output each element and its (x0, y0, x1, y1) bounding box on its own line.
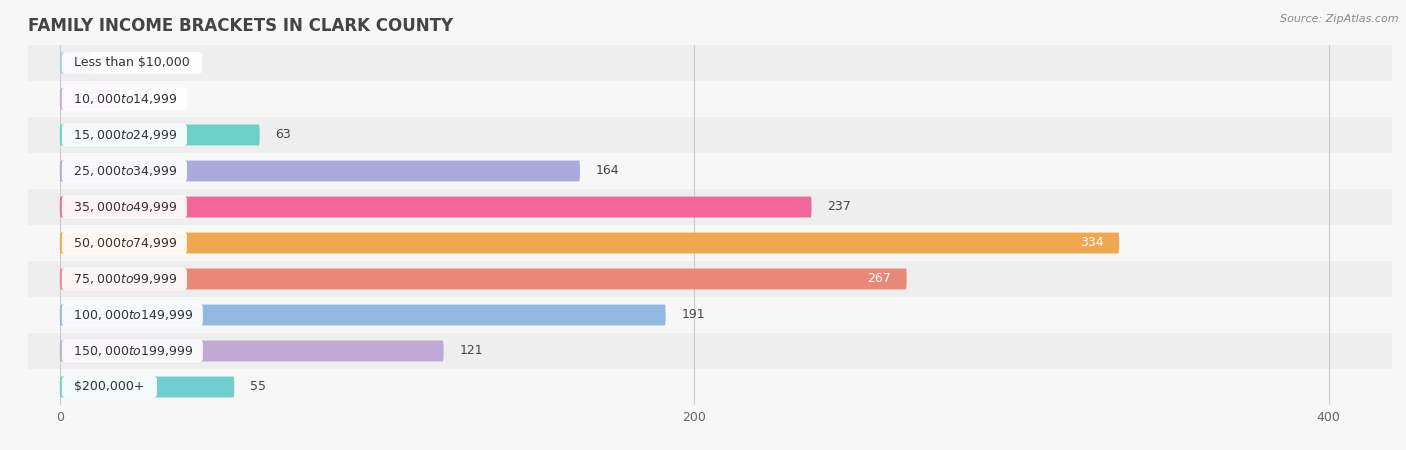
Text: $150,000 to $199,999: $150,000 to $199,999 (66, 344, 198, 358)
Text: $100,000 to $149,999: $100,000 to $149,999 (66, 308, 198, 322)
Bar (28, 45, 1392, 81)
Text: 10: 10 (107, 57, 124, 69)
Text: $15,000 to $24,999: $15,000 to $24,999 (66, 128, 183, 142)
Bar (28, 189, 1392, 225)
FancyBboxPatch shape (60, 125, 260, 145)
Text: 164: 164 (596, 165, 620, 177)
Text: Source: ZipAtlas.com: Source: ZipAtlas.com (1281, 14, 1399, 23)
Text: 191: 191 (682, 309, 706, 321)
Text: 267: 267 (868, 273, 891, 285)
Text: 121: 121 (460, 345, 484, 357)
Text: $10,000 to $14,999: $10,000 to $14,999 (66, 92, 183, 106)
Text: 334: 334 (1080, 237, 1104, 249)
Text: $50,000 to $74,999: $50,000 to $74,999 (66, 236, 183, 250)
Text: Less than $10,000: Less than $10,000 (66, 57, 198, 69)
Bar (28, 225, 1392, 261)
Bar (28, 297, 1392, 333)
Bar (28, 153, 1392, 189)
FancyBboxPatch shape (60, 161, 581, 181)
Text: $75,000 to $99,999: $75,000 to $99,999 (66, 272, 183, 286)
Text: $200,000+: $200,000+ (66, 381, 153, 393)
Text: 55: 55 (250, 381, 266, 393)
Text: 63: 63 (276, 129, 291, 141)
Text: 237: 237 (827, 201, 851, 213)
FancyBboxPatch shape (60, 53, 91, 73)
Text: FAMILY INCOME BRACKETS IN CLARK COUNTY: FAMILY INCOME BRACKETS IN CLARK COUNTY (28, 17, 453, 35)
FancyBboxPatch shape (60, 341, 444, 361)
FancyBboxPatch shape (60, 197, 811, 217)
FancyBboxPatch shape (60, 89, 120, 109)
Bar (28, 369, 1392, 405)
FancyBboxPatch shape (60, 377, 235, 397)
FancyBboxPatch shape (60, 305, 665, 325)
FancyBboxPatch shape (60, 269, 907, 289)
Text: $35,000 to $49,999: $35,000 to $49,999 (66, 200, 183, 214)
Bar (28, 333, 1392, 369)
FancyBboxPatch shape (60, 233, 1119, 253)
Text: $25,000 to $34,999: $25,000 to $34,999 (66, 164, 183, 178)
Bar (28, 117, 1392, 153)
Bar (28, 81, 1392, 117)
Bar (28, 261, 1392, 297)
Text: 19: 19 (136, 93, 152, 105)
